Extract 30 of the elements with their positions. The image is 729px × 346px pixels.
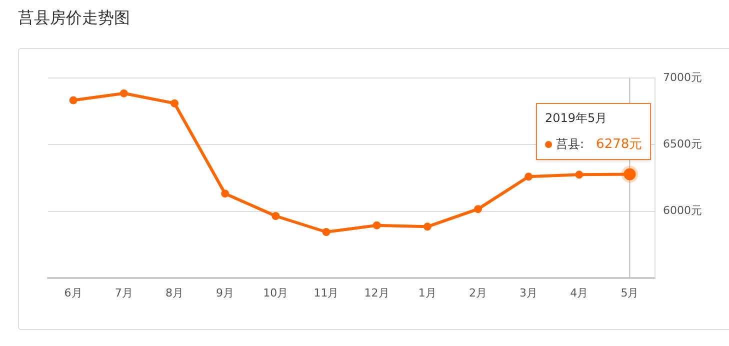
point (69, 96, 78, 104)
x-tick-label: 8月 (165, 286, 184, 300)
annotation: 2019年5月 (545, 110, 608, 128)
point (221, 190, 230, 198)
x-tick-label: 5月 (620, 286, 639, 300)
y-tick-label: 6000元 (663, 204, 702, 218)
x-tick-label: 1月 (418, 286, 436, 300)
x-tick-label: 10月 (263, 286, 288, 300)
point (575, 170, 584, 179)
x-tick-label: 7月 (114, 286, 133, 300)
legend-label: 莒县: (556, 137, 584, 152)
data-label: 6278元 (596, 137, 642, 152)
x-tick-label: 6月 (64, 286, 82, 300)
point (423, 222, 432, 231)
x-tick-label: 11月 (314, 286, 339, 300)
x-tick-label: 9月 (216, 286, 234, 300)
x-tick-label: 3月 (520, 286, 538, 300)
point (120, 89, 128, 98)
y-tick-label: 7000元 (663, 70, 702, 84)
point (372, 221, 381, 230)
x-tick-label: 2月 (468, 286, 487, 300)
point (322, 228, 330, 236)
x-tick-label: 4月 (570, 286, 588, 300)
point (272, 212, 280, 220)
point (170, 99, 178, 108)
point (474, 205, 482, 214)
x-tick-label: 12月 (364, 286, 390, 300)
chart-title: 莒县房价走势图 (18, 8, 130, 29)
point (524, 172, 533, 181)
y-tick-label: 6500元 (663, 138, 702, 151)
